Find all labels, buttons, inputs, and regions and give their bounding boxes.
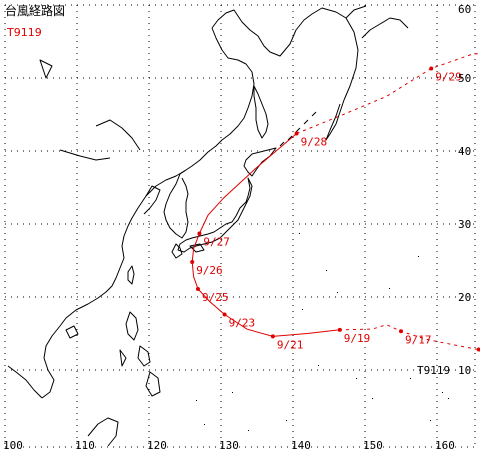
latitude-label: 50 [458,72,471,85]
track-points [190,66,480,352]
longitude-label: 150 [363,439,383,452]
typhoon-track-dashed [296,53,480,351]
date-label: 9/17 [405,333,432,346]
map-title: 台風経路図 [5,4,66,18]
typhoon-track-solid [191,133,340,337]
date-labels: 9/139/159/179/199/219/239/259/269/279/28… [196,71,462,352]
latitude-label: 20 [458,291,471,304]
track-point [476,347,480,352]
longitude-label: 160 [435,439,455,452]
track-point [337,327,342,332]
date-label: 9/26 [196,264,223,277]
date-label: 9/25 [202,291,229,304]
track-point [195,286,200,291]
coastlines [7,5,409,447]
latitude-labels: 60 50 40 30 20 10 [458,3,471,377]
storm-end-label: T9119 [417,364,450,377]
date-label: 9/28 [301,135,328,148]
track-point [399,329,403,334]
track-point [429,66,434,71]
longitude-label: 130 [219,439,239,452]
longitude-label: 110 [75,439,95,452]
track-point [222,312,227,317]
storm-id-label: T9119 [7,26,42,39]
track-point [294,131,299,136]
latitude-label: 60 [458,3,471,16]
lat-lon-grid [4,4,476,448]
date-label: 9/23 [229,317,256,330]
track-point [270,334,275,339]
date-label: 9/19 [344,332,371,345]
longitude-labels: 10011012013014015016017000 [3,439,455,452]
date-label: 9/27 [203,235,230,248]
track-point [190,259,195,264]
date-label: 9/29 [435,71,462,84]
latitude-label: 10 [458,364,471,377]
date-label: 9/21 [277,338,304,351]
pacific-islands [196,233,449,431]
latitude-label: 40 [458,145,471,158]
track-point [197,231,202,236]
longitude-label: 100 [3,439,23,452]
latitude-label: 30 [458,218,471,231]
longitude-label: 120 [147,439,167,452]
longitude-label: 140 [291,439,311,452]
